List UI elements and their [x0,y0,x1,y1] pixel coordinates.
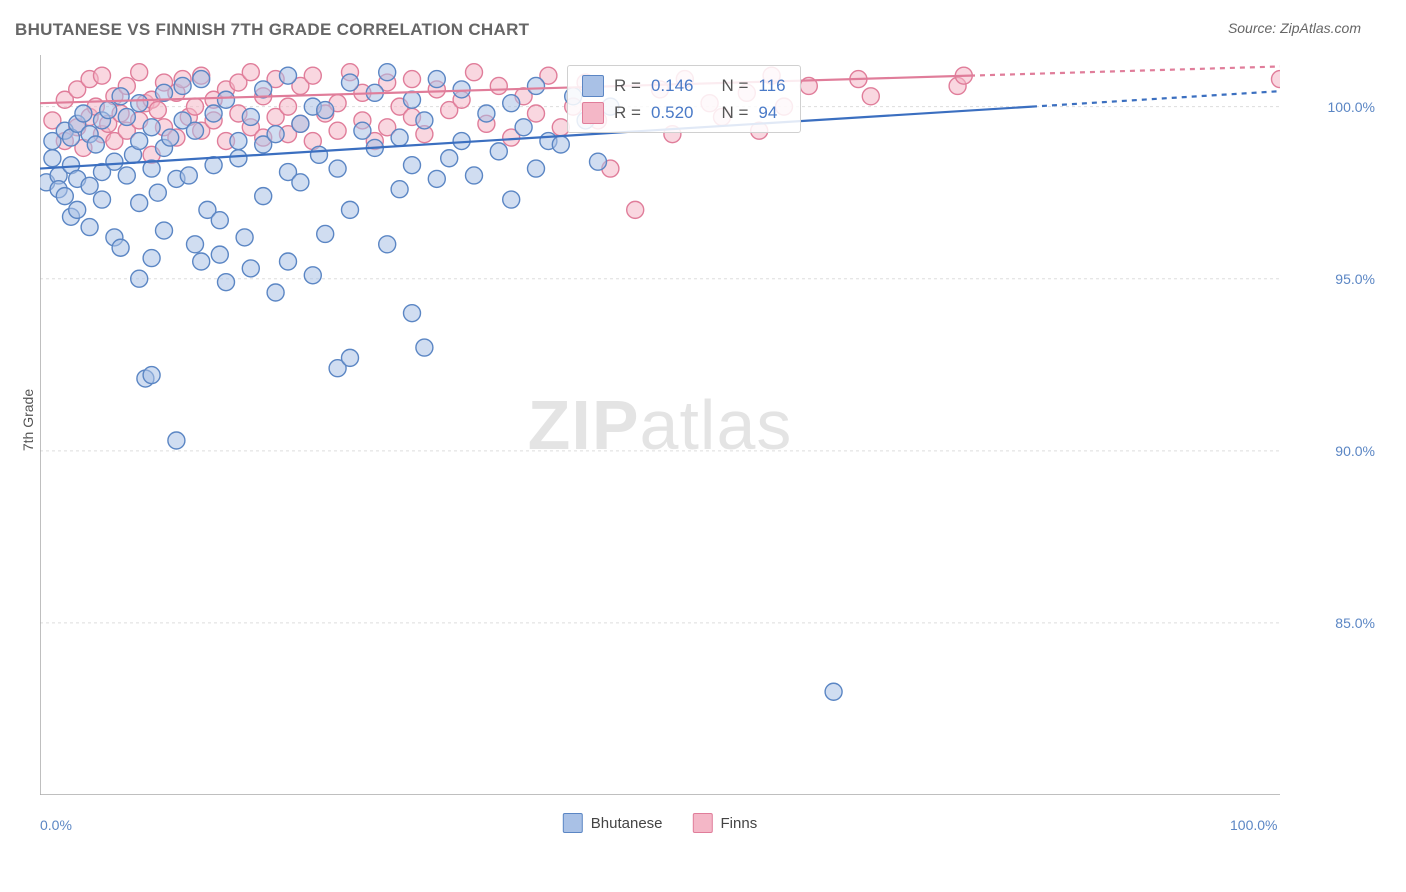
stats-row: R = 0.520 N = 94 [582,99,786,126]
y-tick-label: 95.0% [1335,271,1375,287]
x-tick-label: 100.0% [1230,817,1277,833]
chart-source: Source: ZipAtlas.com [1228,20,1361,36]
stats-n-value: 94 [758,99,777,126]
legend-item-bhutanese: Bhutanese [563,813,663,833]
legend: Bhutanese Finns [563,813,757,833]
stats-r-value: 0.146 [651,72,694,99]
legend-swatch-icon [563,813,583,833]
legend-label: Bhutanese [591,815,663,832]
y-tick-label: 90.0% [1335,443,1375,459]
stats-swatch-icon [582,75,604,97]
legend-swatch-icon [693,813,713,833]
stats-swatch-icon [582,102,604,124]
stats-box: R = 0.146 N = 116 R = 0.520 N = 94 [567,65,801,133]
stats-n-label: N = [721,72,748,99]
stats-row: R = 0.146 N = 116 [582,72,786,99]
stats-n-value: 116 [758,72,785,99]
stats-r-value: 0.520 [651,99,694,126]
chart-title: BHUTANESE VS FINNISH 7TH GRADE CORRELATI… [15,20,529,39]
stats-r-label: R = [614,72,641,99]
legend-label: Finns [721,815,758,832]
plot-area: ZIPatlas R =0.146N =116R =0.520N =94 Bhu… [40,55,1280,795]
y-axis-label: 7th Grade [20,389,36,451]
stats-n-label: N = [721,99,748,126]
scatter-svg [40,55,1280,795]
stats-r-label: R = [614,99,641,126]
y-tick-label: 85.0% [1335,615,1375,631]
x-tick-label: 0.0% [40,817,72,833]
legend-item-finns: Finns [693,813,758,833]
y-tick-label: 100.0% [1328,99,1375,115]
